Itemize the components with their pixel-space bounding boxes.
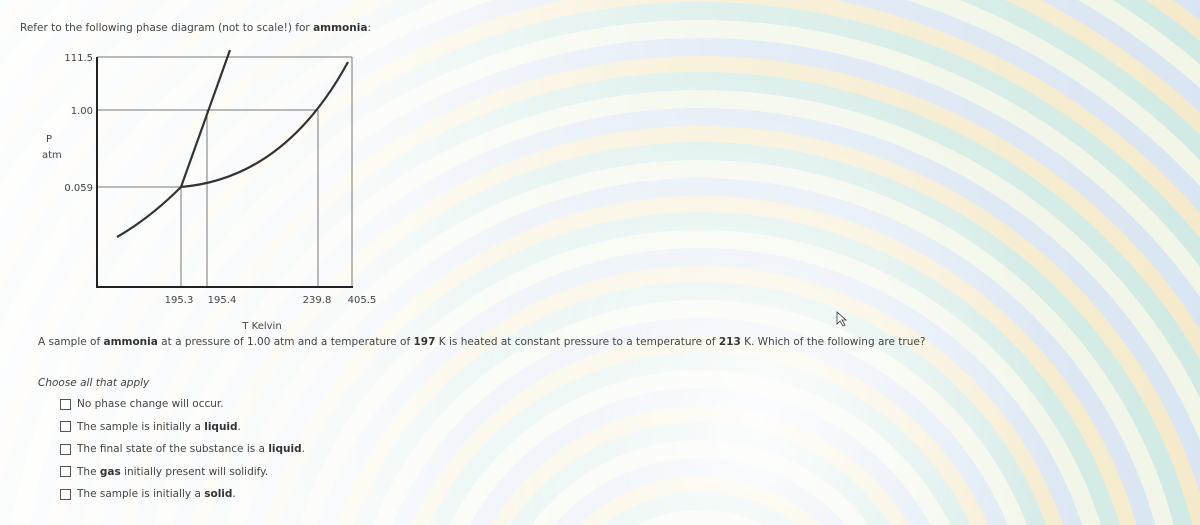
text-segment: K. Which of the following are true?	[740, 336, 926, 348]
option[interactable]: The gas initially present will solidify.	[60, 466, 268, 478]
text-segment: .	[237, 420, 241, 433]
x-axis-title: T Kelvin	[241, 321, 281, 332]
question: A sample of ammonia at a pressure of 1.0…	[38, 336, 925, 348]
diagram-lines	[97, 56, 353, 287]
text-segment: Refer to the following phase diagram (no…	[20, 22, 314, 34]
checkbox[interactable]	[60, 443, 71, 455]
text-segment: The sample is initially a	[77, 420, 205, 433]
option-label[interactable]: The gas initially present will solidify.	[77, 466, 268, 478]
option[interactable]: The sample is initially a solid.	[60, 488, 236, 500]
y-axis-unit: atm	[42, 150, 62, 161]
option[interactable]: The final state of the substance is a li…	[60, 443, 305, 455]
y-tick-label: 111.5	[64, 53, 93, 64]
x-tick-label: 195.4	[208, 295, 237, 306]
text-segment: The	[77, 465, 100, 478]
text-segment: No phase change will occur.	[77, 398, 224, 410]
text-segment: liquid	[204, 420, 238, 433]
checkbox[interactable]	[60, 466, 71, 477]
option[interactable]: The sample is initially a liquid.	[60, 421, 241, 433]
text-segment: 213	[718, 336, 741, 348]
option-label[interactable]: The final state of the substance is a li…	[77, 443, 305, 455]
y-axis-label: P	[46, 134, 52, 145]
checkbox[interactable]	[60, 488, 71, 500]
option-label[interactable]: The sample is initially a solid.	[77, 488, 236, 500]
text-segment: gas	[99, 465, 121, 478]
text-segment: .	[232, 488, 236, 500]
text-segment: at a pressure of 1.00 atm and a temperat…	[157, 336, 414, 348]
cursor	[836, 311, 848, 327]
option-label[interactable]: The sample is initially a liquid.	[77, 421, 241, 433]
text-segment: 197	[413, 336, 436, 348]
x-tick-label: 195.3	[165, 295, 194, 306]
text-segment: :	[367, 22, 371, 34]
text-segment: solid	[204, 488, 233, 500]
text-segment: The sample is initially a	[77, 488, 205, 500]
checkbox[interactable]	[60, 398, 71, 410]
axes	[96, 57, 353, 288]
text-segment: K is heated at constant pressure to a te…	[435, 336, 719, 348]
x-tick-label: 405.5	[348, 295, 377, 306]
text-segment: liquid	[268, 443, 302, 455]
y-tick-label: 1.00	[71, 106, 93, 117]
phase-curves	[116, 49, 349, 238]
x-tick-label: 239.8	[303, 295, 332, 306]
text-segment: initially present will solidify.	[120, 465, 269, 478]
text-segment: ammonia	[103, 336, 158, 348]
y-tick-label: 0.059	[64, 183, 93, 194]
instruction: Choose all that apply	[38, 377, 150, 389]
option-label[interactable]: No phase change will occur.	[77, 398, 224, 410]
text-segment: .	[301, 443, 305, 455]
intro: Refer to the following phase diagram (no…	[20, 22, 371, 34]
text-segment: A sample of	[38, 336, 104, 348]
text-segment: The final state of the substance is a	[77, 443, 269, 455]
text-segment: ammonia	[313, 22, 368, 34]
option[interactable]: No phase change will occur.	[60, 398, 224, 410]
checkbox[interactable]	[60, 421, 71, 432]
